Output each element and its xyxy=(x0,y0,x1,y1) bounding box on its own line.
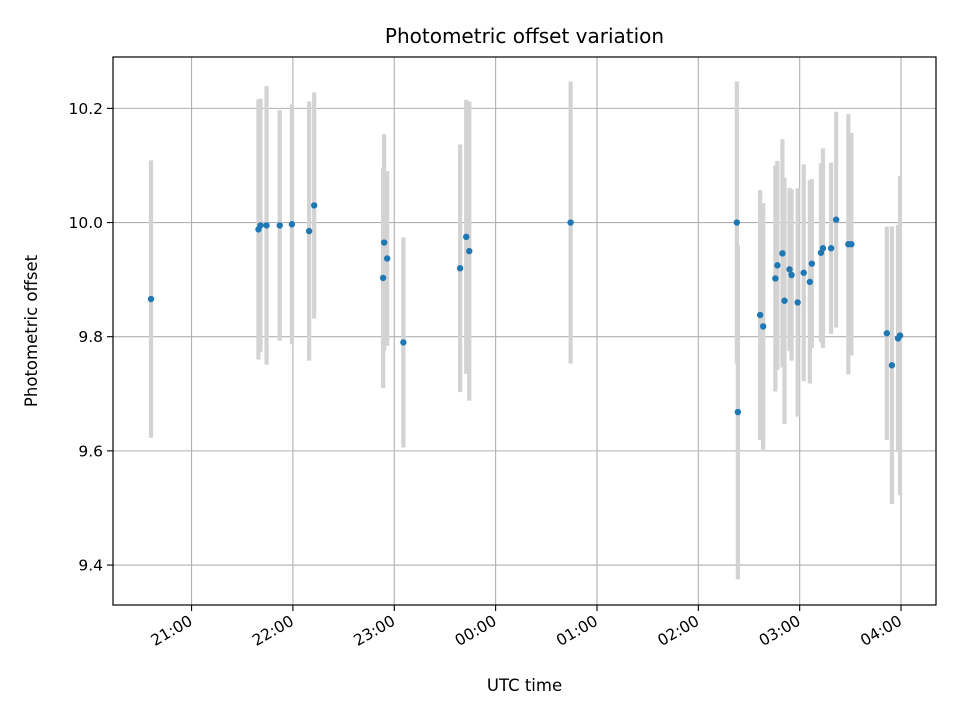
data-point xyxy=(257,222,264,229)
data-point xyxy=(310,202,318,209)
data-point xyxy=(463,233,470,241)
data-point xyxy=(379,274,387,282)
data-point xyxy=(808,260,816,267)
data-point xyxy=(786,266,793,273)
data-point xyxy=(883,330,891,337)
chart-title: Photometric offset variation xyxy=(385,24,664,48)
y-axis-ticks: 9.4 9.6 9.8 10.0 10.2 xyxy=(68,100,113,575)
plot-frame xyxy=(112,56,937,606)
data-point xyxy=(848,241,855,248)
data-point xyxy=(733,219,741,226)
data-point xyxy=(827,245,835,252)
data-point xyxy=(774,262,781,269)
data-point xyxy=(756,311,764,319)
data-point xyxy=(772,275,779,282)
x-axis-label: UTC time xyxy=(487,676,562,695)
data-point xyxy=(288,221,296,228)
data-point xyxy=(794,299,801,306)
data-point xyxy=(263,222,270,229)
data-point xyxy=(819,245,827,252)
data-point xyxy=(800,269,807,276)
data-point xyxy=(779,250,786,257)
y-axis-label: Photometric offset xyxy=(22,254,41,407)
y-tick-label: 9.6 xyxy=(78,442,103,460)
data-point xyxy=(276,222,283,229)
data-point xyxy=(896,332,904,339)
data-point xyxy=(466,247,473,255)
data-point xyxy=(788,271,795,279)
data-point xyxy=(305,227,313,235)
y-tick-label: 9.4 xyxy=(78,557,103,575)
data-point xyxy=(781,297,788,304)
data-point xyxy=(832,216,840,223)
data-point xyxy=(759,323,767,330)
data-point xyxy=(456,265,464,272)
data-points xyxy=(147,202,904,416)
data-point xyxy=(888,362,896,369)
data-point xyxy=(380,239,388,246)
y-tick-label: 10.0 xyxy=(68,214,103,232)
data-point xyxy=(567,219,574,226)
data-point xyxy=(383,255,391,262)
data-point xyxy=(734,408,742,416)
data-point xyxy=(400,339,407,346)
y-tick-label: 9.8 xyxy=(78,328,103,346)
data-point xyxy=(147,295,155,303)
y-tick-label: 10.2 xyxy=(68,100,103,118)
data-point xyxy=(806,278,814,286)
